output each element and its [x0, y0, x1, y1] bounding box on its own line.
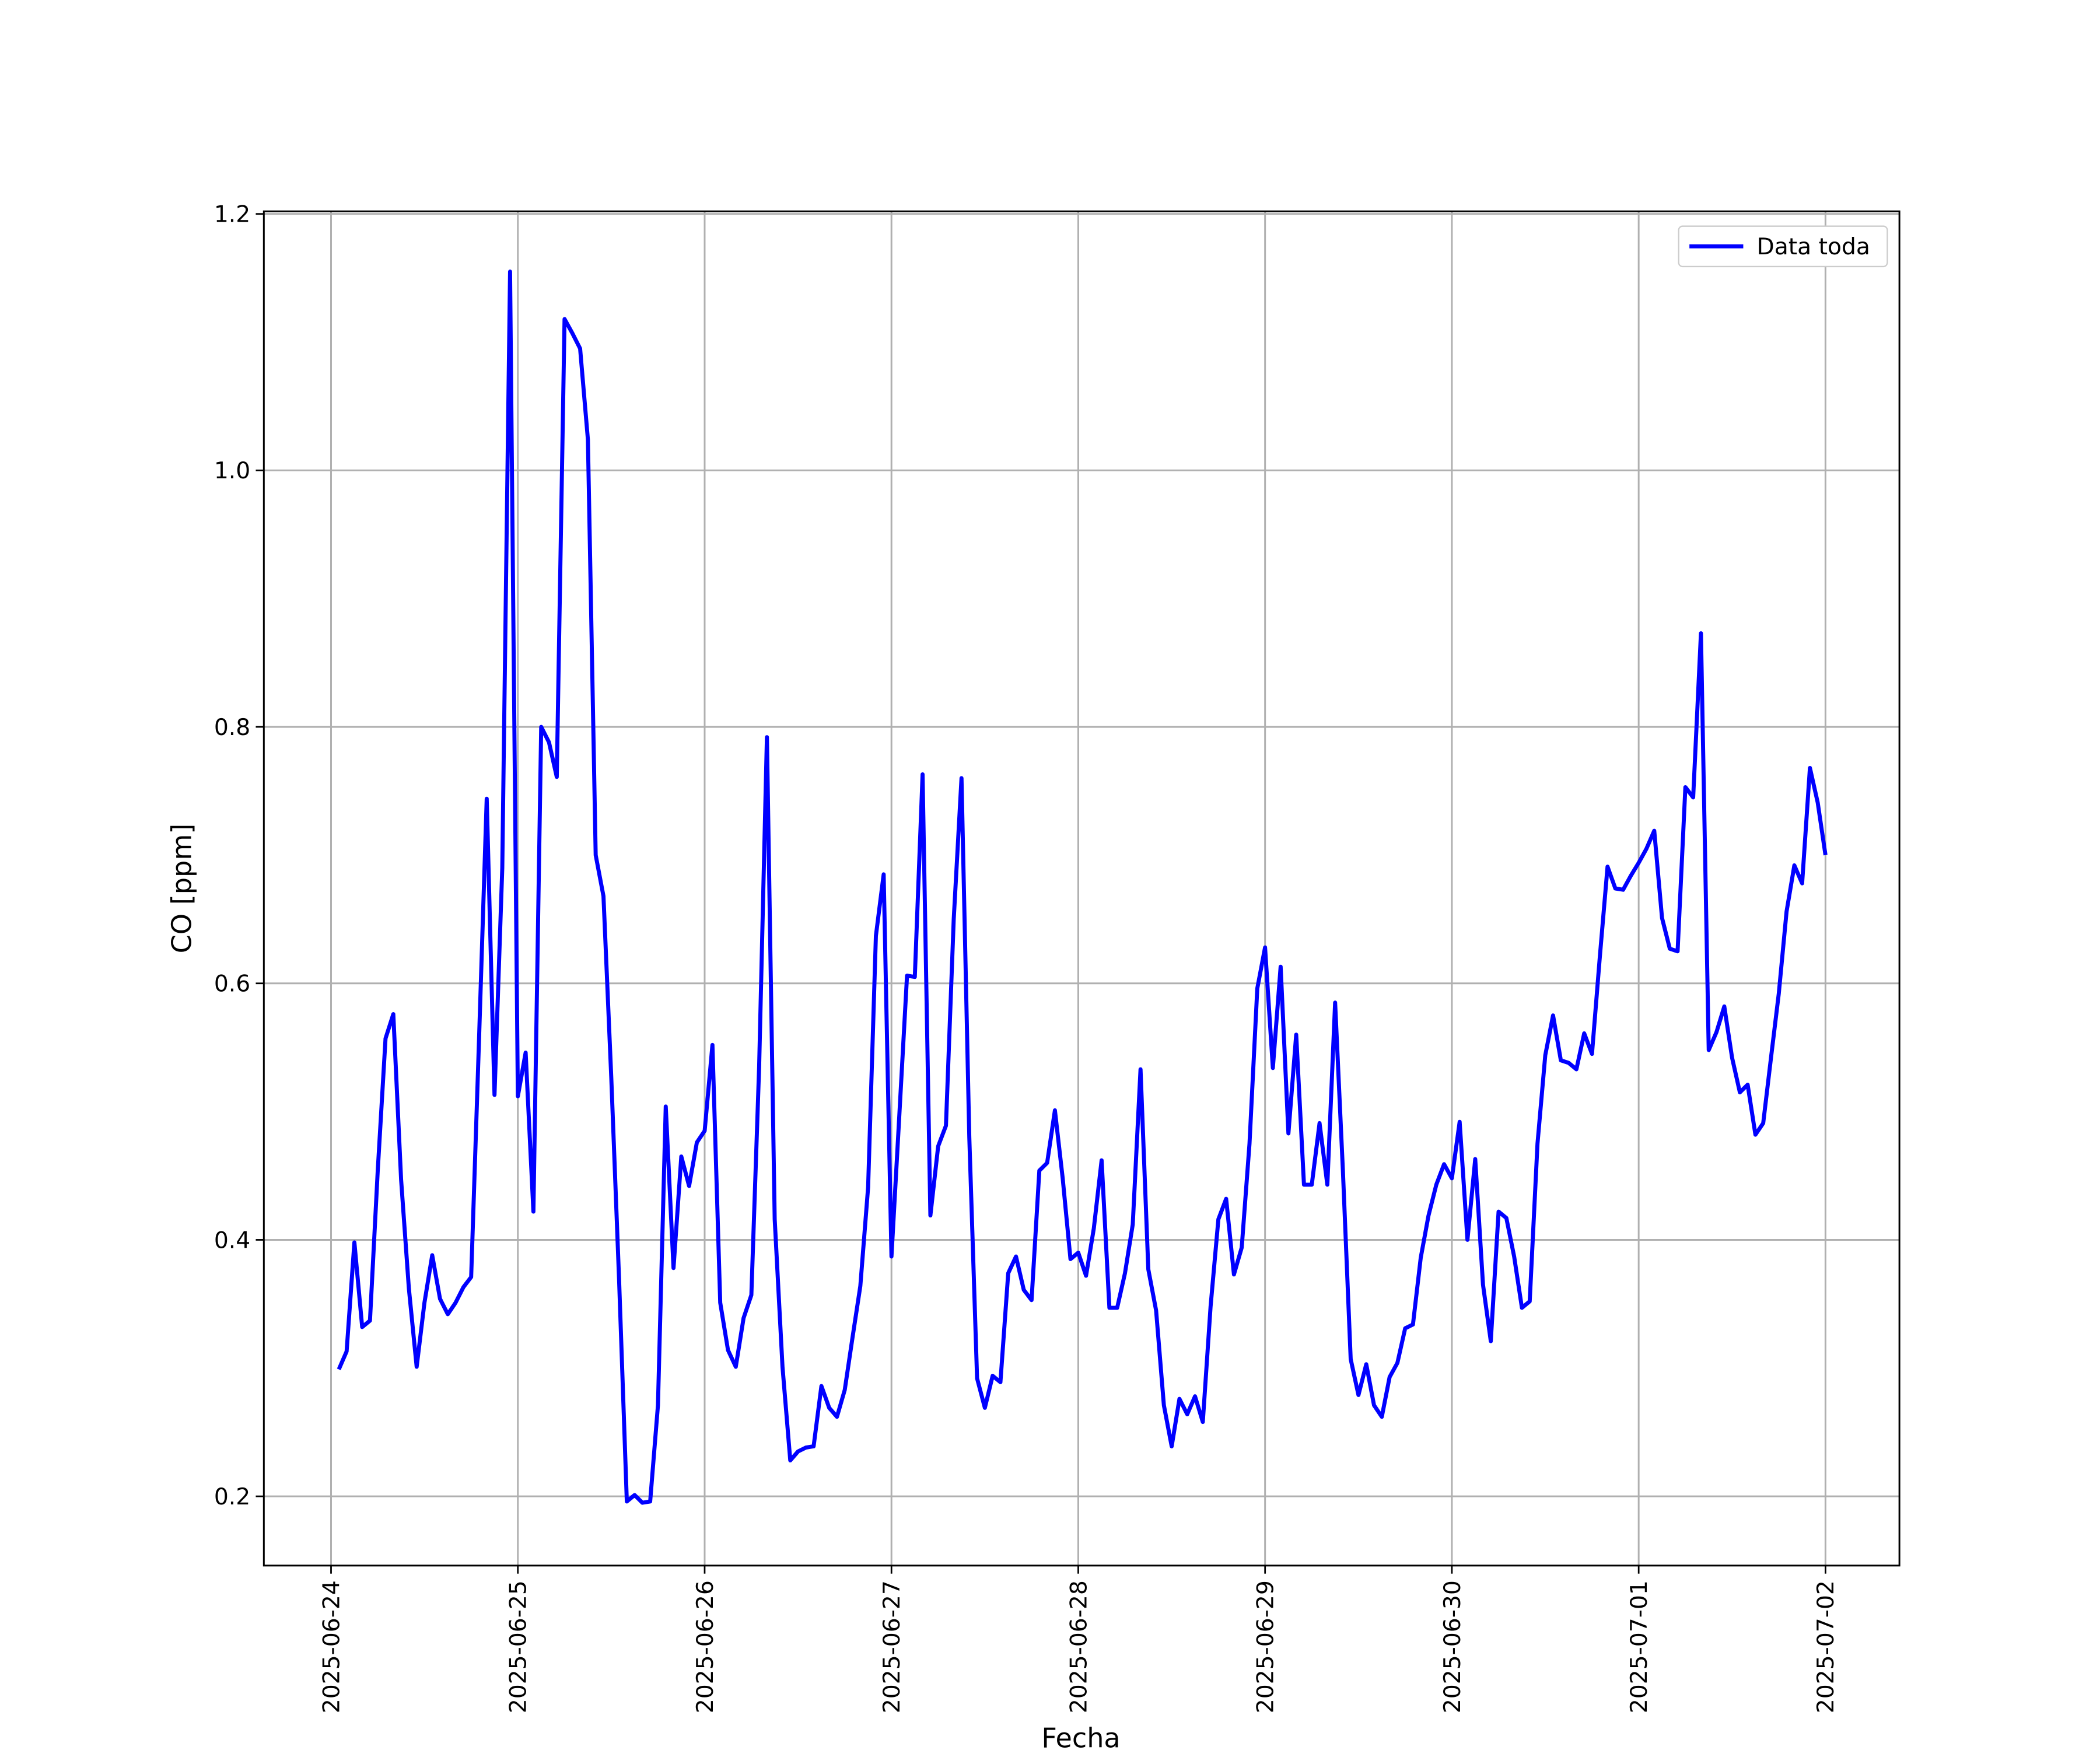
- x-tick-label: 2025-06-26: [692, 1580, 719, 1713]
- y-tick-label: 1.2: [214, 202, 250, 228]
- y-tick-label: 1.0: [214, 458, 250, 484]
- x-tick-label: 2025-07-02: [1813, 1580, 1839, 1713]
- x-axis-label: Fecha: [1041, 1722, 1120, 1750]
- legend-label: Data toda: [1757, 234, 1870, 260]
- y-tick-label: 0.8: [214, 715, 250, 741]
- x-tick-label: 2025-06-28: [1066, 1580, 1092, 1713]
- y-tick-label: 0.6: [214, 971, 250, 998]
- legend-box: [1678, 225, 1888, 268]
- x-tick-label: 2025-06-27: [879, 1580, 905, 1713]
- axes-frame: [262, 210, 1901, 1567]
- x-tick-label: 2025-06-25: [506, 1580, 532, 1713]
- x-tick-label: 2025-07-01: [1626, 1580, 1653, 1713]
- y-axis-label: CO [ppm]: [166, 824, 198, 954]
- data-line: [337, 270, 1828, 1505]
- x-tick-label: 2025-06-30: [1440, 1580, 1466, 1713]
- x-tick-label: 2025-06-29: [1253, 1580, 1279, 1713]
- y-tick-label: 0.2: [214, 1484, 250, 1510]
- x-tick-label: 2025-06-24: [318, 1580, 345, 1713]
- y-tick-label: 0.4: [214, 1227, 250, 1254]
